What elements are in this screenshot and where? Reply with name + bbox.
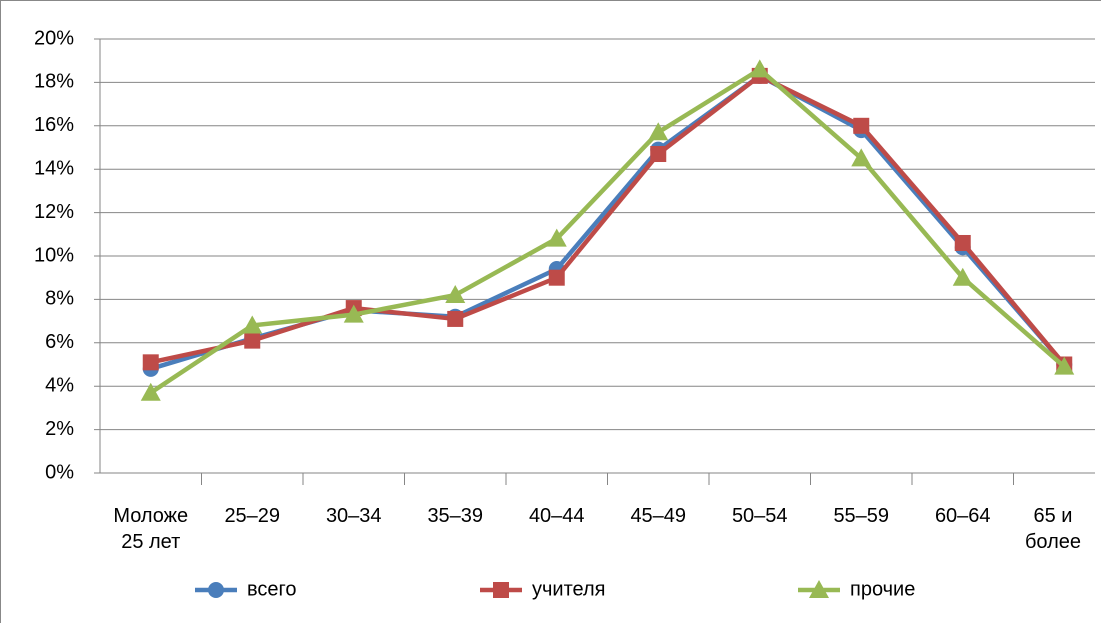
y-tick-label: 16% (34, 114, 74, 136)
data-point (954, 234, 971, 251)
y-tick-label: 10% (34, 244, 74, 266)
legend-marker (493, 582, 509, 598)
data-point (445, 285, 466, 304)
data-point (244, 332, 261, 349)
x-tick-label: 35–39 (427, 505, 484, 527)
data-point (1054, 356, 1075, 375)
x-tick-label: 25–29 (224, 505, 281, 527)
x-tick-label: 50–54 (731, 505, 788, 527)
x-tick-label: 55–59 (833, 505, 890, 527)
data-point (648, 122, 669, 141)
x-tick-label: 45–49 (630, 505, 687, 527)
data-point (749, 59, 770, 78)
x-tick-label: Моложе 25 лет (113, 505, 189, 553)
legend-label: прочие (850, 578, 915, 600)
data-point (546, 228, 567, 247)
data-point (851, 148, 872, 167)
data-point (140, 382, 161, 401)
y-tick-label: 4% (45, 374, 74, 396)
y-tick-label: 20% (34, 27, 74, 49)
legend-label: всего (247, 578, 297, 600)
y-tick-label: 12% (34, 201, 74, 223)
y-tick-label: 18% (34, 71, 74, 93)
series-line (150, 73, 1066, 371)
y-tick-label: 0% (45, 461, 74, 483)
x-tick-label: 65 и более (1024, 505, 1082, 553)
series-line (150, 73, 1066, 366)
legend-label: учителя (532, 578, 606, 600)
x-tick-label: 60–64 (934, 505, 991, 527)
y-tick-label: 14% (34, 157, 74, 179)
data-point (853, 117, 870, 134)
x-tick-label: 30–34 (325, 505, 382, 527)
data-point (142, 354, 159, 371)
y-tick-label: 6% (45, 331, 74, 353)
data-point (447, 310, 464, 327)
y-tick-label: 8% (45, 288, 74, 310)
legend-marker (208, 582, 224, 598)
data-point (343, 304, 364, 323)
data-point (952, 267, 973, 286)
series-line (149, 67, 1066, 395)
legend-marker (809, 580, 829, 598)
x-tick-label: 40–44 (528, 505, 585, 527)
data-point (242, 315, 263, 334)
y-tick-label: 2% (45, 418, 74, 440)
data-point (650, 146, 667, 163)
data-point (548, 269, 565, 286)
